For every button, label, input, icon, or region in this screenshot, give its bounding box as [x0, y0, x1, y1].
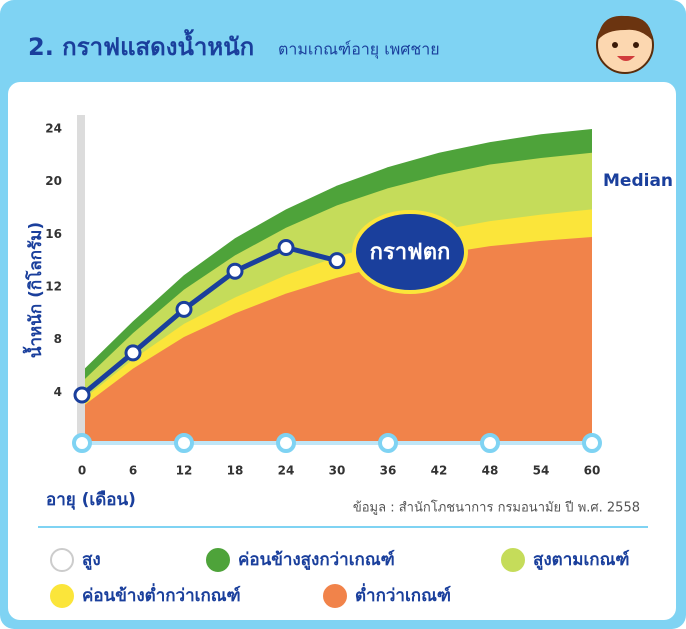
x-tick-label: 54 — [533, 464, 550, 478]
y-tick-label: 16 — [45, 227, 62, 241]
x-tick-dot — [582, 433, 602, 453]
weight-line — [80, 245, 338, 397]
legend-label: ค่อนข้างต่ำกว่าเกณฑ์ — [82, 583, 241, 606]
legend-swatch — [323, 584, 347, 608]
y-tick-label: 4 — [54, 385, 62, 399]
weight-point — [175, 300, 193, 318]
x-tick-label: 48 — [482, 464, 499, 478]
x-axis-label: อายุ (เดือน) — [46, 489, 136, 510]
legend-label: สูงตามเกณฑ์ — [533, 549, 629, 571]
weight-point — [226, 262, 244, 280]
y-tick-label: 24 — [45, 122, 62, 136]
x-tick-dot — [276, 433, 296, 453]
x-tick-label: 30 — [329, 464, 346, 478]
x-tick-label: 0 — [78, 464, 86, 478]
legend-label: ต่ำกว่าเกณฑ์ — [355, 583, 451, 606]
x-tick-dot — [174, 433, 194, 453]
x-tick-label: 42 — [431, 464, 448, 478]
legend-swatch — [206, 548, 230, 572]
band-area — [82, 236, 592, 445]
weight-point — [124, 344, 142, 362]
x-tick-dot — [480, 433, 500, 453]
y-tick-label: 12 — [45, 280, 62, 294]
bands — [82, 129, 592, 445]
x-tick-label: 36 — [380, 464, 397, 478]
x-tick-label: 24 — [278, 464, 295, 478]
callout-text: กราฟตก — [370, 240, 451, 265]
title: 2. กราฟแสดงน้ำหนัก — [28, 28, 254, 61]
subtitle: ตามเกณฑ์อายุ เพศชาย — [278, 40, 440, 60]
legend-label: สูง — [82, 550, 101, 571]
y-tick-label: 8 — [54, 332, 62, 346]
x-tick-dot — [378, 433, 398, 453]
weight-point — [328, 252, 346, 270]
x-tick-dot — [72, 433, 92, 453]
source: ข้อมูล : สำนักโภชนาการ กรมอนามัย ปี พ.ศ.… — [353, 500, 640, 516]
x-tick-label: 6 — [129, 464, 137, 478]
legend-swatch — [50, 584, 74, 608]
legend-swatch — [501, 548, 525, 572]
y-axis — [77, 115, 85, 445]
face-icon — [596, 15, 654, 74]
x-tick-label: 12 — [176, 464, 193, 478]
legend-label: ค่อนข้างสูงกว่าเกณฑ์ — [238, 549, 395, 571]
weight-point — [73, 386, 91, 404]
weight-point — [277, 239, 295, 256]
legend-swatch — [50, 548, 74, 572]
callout-badge — [352, 210, 468, 294]
y-tick-label: 20 — [45, 174, 62, 188]
y-axis-label: น้ำหนัก (กิโลกรัม) — [22, 222, 46, 358]
x-tick-label: 18 — [227, 464, 244, 478]
median-label: Median — [603, 171, 673, 191]
x-tick-label: 60 — [584, 464, 601, 478]
